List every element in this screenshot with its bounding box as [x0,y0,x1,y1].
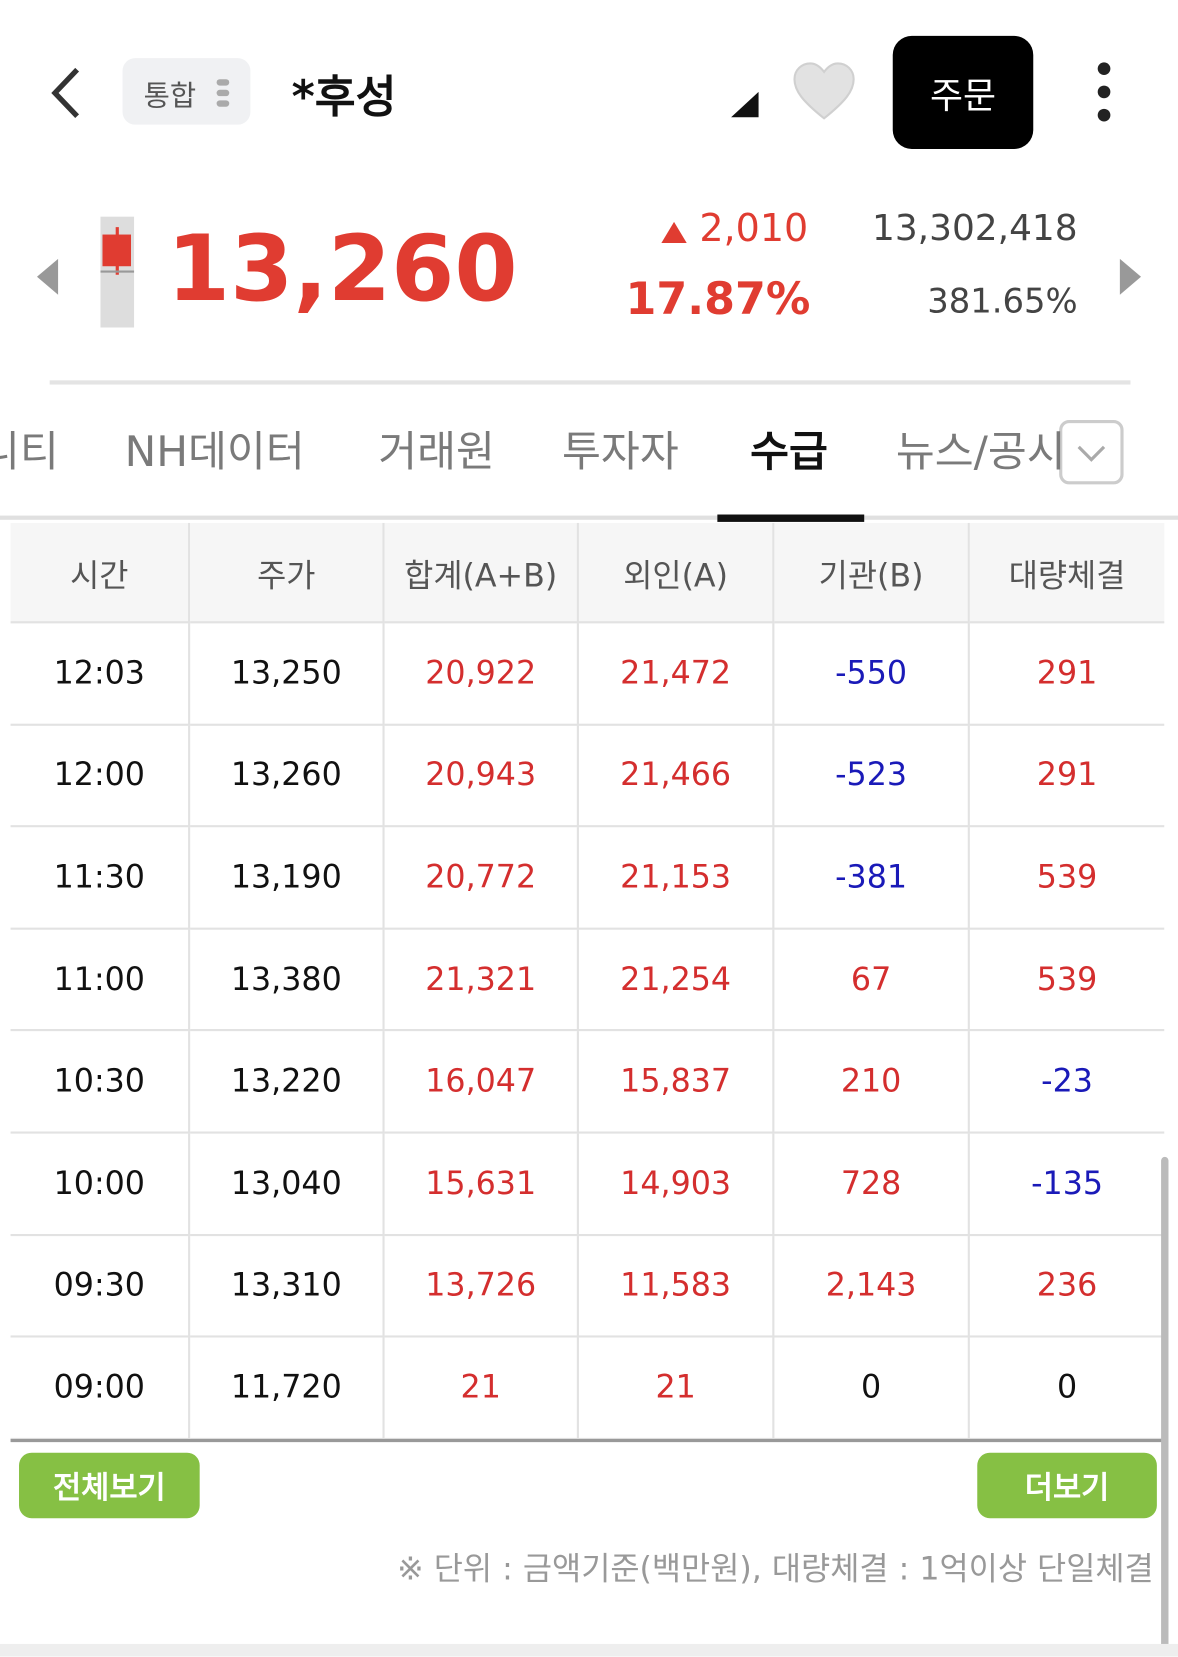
table-cell: 21,466 [578,725,775,828]
divider [49,380,1131,385]
column-header: 시간 [10,522,191,624]
tab[interactable]: 뉴스/공시 [895,427,1066,477]
table-cell: 13,310 [190,1235,385,1338]
tab[interactable]: 니티 [0,427,59,477]
table-cell: 09:00 [10,1337,191,1440]
table-cell: 15,631 [384,1133,579,1236]
price-change: 2,010 [699,207,809,251]
table-cell: 67 [774,929,970,1032]
table-cell: 20,943 [384,725,579,828]
market-badge[interactable]: 통합 [122,58,251,125]
table-cell: 2,143 [774,1235,970,1338]
stock-name: *후성 [291,70,397,123]
next-stock[interactable] [1118,257,1143,297]
up-arrow [661,221,687,243]
tab-baseline [0,515,1178,520]
table-cell: 539 [969,930,1165,1032]
column-header: 합계(A+B) [384,522,579,624]
tab[interactable]: 거래원 [378,427,495,477]
table-cell: 12:03 [10,623,191,726]
table-cell: 15,837 [578,1031,775,1134]
current-price: 13,260 [166,216,518,323]
table-cell: 728 [774,1133,970,1236]
table-cell: 13,726 [384,1235,579,1338]
table-cell: 13,040 [190,1133,385,1236]
table-cell: 11:30 [10,827,191,930]
table-cell: 21 [384,1337,579,1440]
scrollbar [1161,1156,1169,1657]
badge-text: 통합 [143,80,197,114]
table-cell: 0 [774,1337,970,1440]
table-cell: 236 [969,1236,1165,1338]
volume: 13,302,418 [871,207,1078,250]
table-cell: -23 [969,1032,1165,1134]
table-cell: 21,254 [578,929,775,1032]
bottom-band [0,1643,1178,1657]
table-cell: -523 [774,725,970,828]
table-cell: 21,153 [578,827,775,930]
table-cell: 21,472 [578,623,775,726]
table-cell: 21 [578,1337,775,1440]
table-cell: -381 [774,827,970,930]
change-rate: 17.87% [625,272,811,325]
menu-button[interactable] [1091,61,1116,122]
favorite-button[interactable] [792,61,855,122]
table-cell: 291 [969,725,1165,828]
table-bottom [10,1438,1165,1443]
view-all-button[interactable]: 전체보기 [19,1452,200,1519]
candle-icon [100,216,135,328]
table-cell: 09:30 [10,1235,191,1338]
table-cell: 11,583 [578,1235,775,1338]
table-cell: 291 [969,623,1165,726]
table-cell: 13,220 [190,1031,385,1134]
table-cell: 210 [774,1031,970,1134]
column-header: 기관(B) [774,522,970,624]
table-cell: 14,903 [578,1133,775,1236]
table-cell: 13,190 [190,827,385,930]
column-header: 대량체결 [969,522,1165,624]
back-button[interactable] [42,63,90,122]
more-button[interactable]: 더보기 [977,1452,1157,1519]
volume-ratio: 381.65% [927,281,1078,322]
table-cell: 10:30 [10,1031,191,1134]
table-cell: 0 [969,1338,1165,1440]
table-cell: -550 [774,623,970,726]
table-cell: 20,772 [384,827,579,930]
tab-indicator [717,514,865,522]
tab-dropdown[interactable] [1059,419,1125,485]
table-cell: 13,250 [190,623,385,726]
order-button[interactable]: 주문 [892,35,1034,149]
prev-stock[interactable] [35,257,60,297]
unit-note: ※ 단위 : 금액기준(백만원), 대량체결 : 1억이상 단일체결 [397,1550,1154,1588]
table-cell: 21,321 [384,929,579,1032]
badge-icon [216,79,230,107]
column-header: 외인(A) [578,522,775,624]
table-cell: 539 [969,827,1165,930]
table-cell: 11,720 [190,1337,385,1440]
table-cell: 16,047 [384,1031,579,1134]
tab[interactable]: 수급 [750,427,828,477]
table-cell: 10:00 [10,1133,191,1236]
table-cell: 11:00 [10,929,191,1032]
column-header: 주가 [190,522,385,624]
table-cell: -135 [969,1134,1165,1236]
table-cell: 20,922 [384,623,579,726]
tab[interactable]: 투자자 [562,427,679,477]
table-cell: 12:00 [10,725,191,828]
corner-marker [731,91,759,118]
tab[interactable]: NH데이터 [124,427,305,477]
table-cell: 13,380 [190,929,385,1032]
table-cell: 13,260 [190,725,385,828]
